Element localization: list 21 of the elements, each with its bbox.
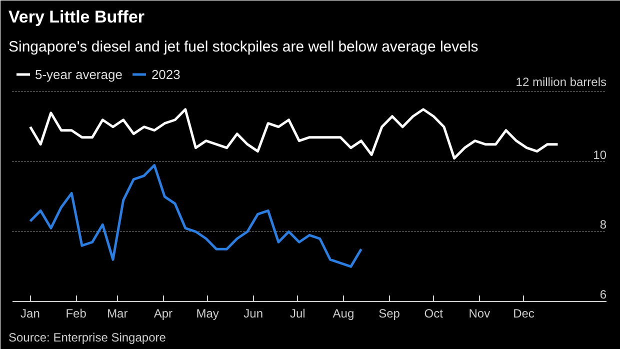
x-tick-label: Jan: [20, 306, 40, 320]
x-tick-label: Feb: [66, 306, 87, 320]
legend-label: 5-year average: [35, 66, 122, 82]
y-tick-label: 10: [593, 148, 607, 162]
source-note: Source: Enterprise Singapore: [8, 330, 166, 344]
x-tick-label: May: [196, 306, 219, 320]
x-tick-label: Mar: [107, 306, 128, 320]
x-tick-label: Dec: [513, 306, 534, 320]
y-tick-label: 12 million barrels: [516, 74, 606, 89]
chart-subtitle: Singapore's diesel and jet fuel stockpiles are well below average levels: [8, 38, 478, 56]
x-tick-label: Aug: [332, 306, 354, 320]
y-tick-label: 8: [600, 218, 607, 232]
legend-label: 2023: [151, 66, 180, 82]
x-tick-label: Nov: [468, 306, 490, 320]
chart-title: Very Little Buffer: [8, 8, 145, 26]
x-tick-label: Apr: [154, 306, 173, 320]
y-tick-label: 6: [600, 288, 607, 302]
x-tick-label: Oct: [424, 306, 444, 320]
x-tick-label: Jun: [244, 306, 264, 320]
x-tick-label: Sep: [378, 306, 400, 320]
x-tick-label: Jul: [290, 306, 306, 320]
